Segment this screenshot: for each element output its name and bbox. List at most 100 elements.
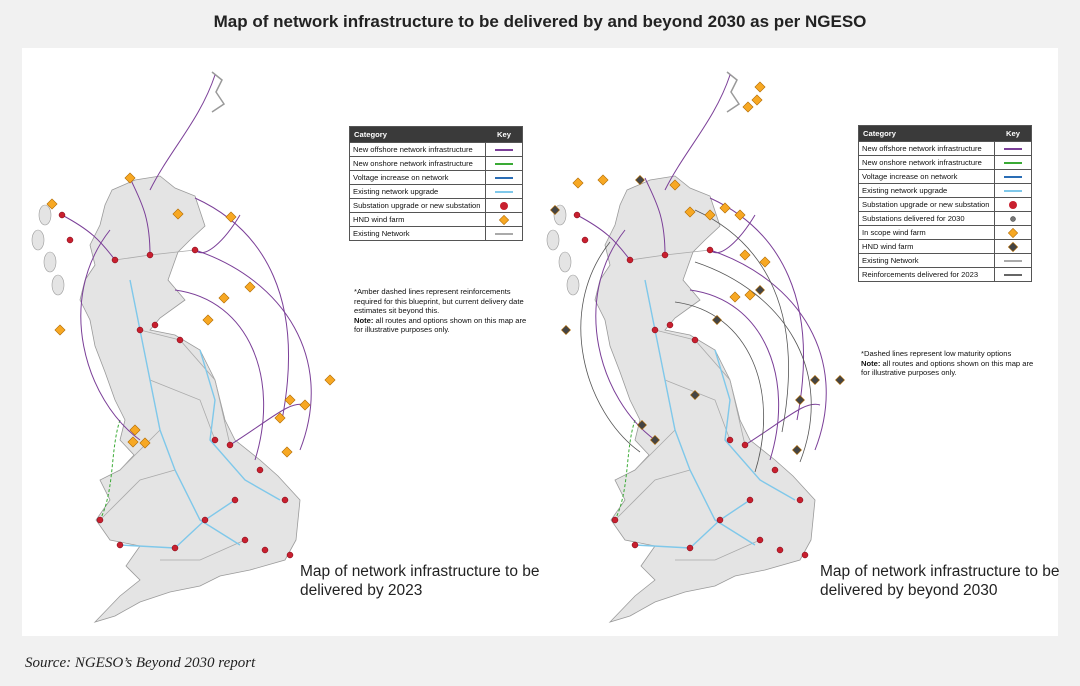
wind-farm <box>759 256 771 268</box>
substation <box>286 551 294 559</box>
gb-outline <box>79 175 301 623</box>
wind-farm <box>550 205 560 215</box>
substation <box>58 211 66 219</box>
wind-farm <box>744 289 756 301</box>
legend-category: Voltage increase on network <box>859 170 995 183</box>
substation <box>776 546 784 554</box>
legend-header-key: Key <box>1006 129 1020 138</box>
islands-north <box>726 71 741 113</box>
legend-category: Reinforcements delivered for 2023 <box>859 268 995 281</box>
substation <box>756 536 764 544</box>
key-dot <box>1010 215 1016 222</box>
legend-key-symbol <box>1004 147 1022 150</box>
legend-key <box>486 227 522 240</box>
wind-farm <box>712 315 722 325</box>
note-text: *Amber dashed lines represent reinforcem… <box>354 287 524 315</box>
note-text: all routes and options shown on this map… <box>354 315 527 335</box>
substation <box>611 516 619 524</box>
legend-category: New offshore network infrastructure <box>350 143 486 156</box>
legend-key-symbol <box>1007 227 1019 238</box>
note-text: *Dashed lines represent low maturity opt… <box>861 349 1012 358</box>
offshore-line <box>61 214 116 261</box>
legend-key <box>486 185 522 198</box>
title: Map of network infrastructure to be deli… <box>213 12 867 31</box>
legend-row: Voltage increase on network <box>350 170 522 184</box>
existing-line <box>119 429 161 471</box>
substation <box>661 251 669 259</box>
wind-farm <box>1007 227 1019 238</box>
offshore-line <box>129 177 151 256</box>
legend-key <box>995 240 1031 253</box>
substation <box>716 516 724 524</box>
wind-farm <box>742 101 754 113</box>
wind-farm <box>498 214 510 225</box>
map-caption: Map of network infrastructure to be deli… <box>820 563 1060 599</box>
substation <box>66 236 74 244</box>
legend-key-symbol <box>495 232 513 235</box>
wind-farm <box>754 81 766 93</box>
wind-farm <box>734 209 746 221</box>
offshore-line <box>744 403 821 446</box>
substation <box>96 516 104 524</box>
wind-farm <box>1007 241 1019 252</box>
legend-category: Substation upgrade or new substation <box>350 199 486 212</box>
offshore-line <box>595 229 656 441</box>
offshore-line <box>664 74 731 191</box>
substation <box>796 496 804 504</box>
map <box>546 71 845 623</box>
legend-key-symbol <box>1010 215 1016 222</box>
legend-key-symbol <box>1004 273 1022 276</box>
legend-header: Category Key <box>859 126 1031 141</box>
substation <box>573 211 581 219</box>
legend-key-symbol <box>1004 161 1022 164</box>
wind-farm <box>635 175 645 185</box>
offshore-line <box>576 214 631 261</box>
wind-farm <box>792 445 802 455</box>
source: Source: NGESO’s Beyond 2030 report <box>25 655 256 671</box>
legend-key <box>486 143 522 156</box>
legend-row: New offshore network infrastructure <box>859 141 1031 155</box>
legend-row: Existing Network <box>859 253 1031 267</box>
note-label: Note: <box>861 358 881 368</box>
existing-line <box>614 469 691 521</box>
wind-farm <box>684 206 696 218</box>
legend: Category Key New offshore network infrastr… <box>858 125 1032 282</box>
substation <box>261 546 269 554</box>
legend-key-symbol <box>495 148 513 151</box>
legend-header-key: Key <box>497 130 511 139</box>
legend-key-symbol <box>1004 189 1022 192</box>
map <box>31 71 336 623</box>
substation <box>691 336 699 344</box>
substation <box>256 466 264 474</box>
legend-row: In scope wind farm <box>859 225 1031 239</box>
note-label: Note: <box>354 315 374 325</box>
island <box>38 204 52 226</box>
substation <box>741 441 749 449</box>
legend-key <box>486 171 522 184</box>
wind-farm <box>690 390 700 400</box>
substation <box>201 516 209 524</box>
legend-row: Existing network upgrade <box>350 184 522 198</box>
wind-farm <box>650 435 660 445</box>
upgrade-line <box>119 499 236 549</box>
substation <box>631 541 639 549</box>
upgrade-line <box>714 349 796 501</box>
offshore-line <box>644 177 666 256</box>
island <box>558 251 572 273</box>
legend-key <box>486 157 522 170</box>
substation <box>726 436 734 444</box>
legend-key <box>486 199 522 212</box>
upgrade-line <box>634 499 751 549</box>
wind-farm <box>572 177 584 189</box>
legend-key <box>995 212 1031 225</box>
wind-farm <box>810 375 820 385</box>
wind-farm <box>202 314 214 326</box>
legend-category: HND wind farm <box>350 213 486 226</box>
substation <box>581 236 589 244</box>
substation <box>771 466 779 474</box>
legend-key <box>995 156 1031 169</box>
substation <box>746 496 754 504</box>
onshore-line <box>614 419 636 521</box>
legend-row: Voltage increase on network <box>859 169 1031 183</box>
